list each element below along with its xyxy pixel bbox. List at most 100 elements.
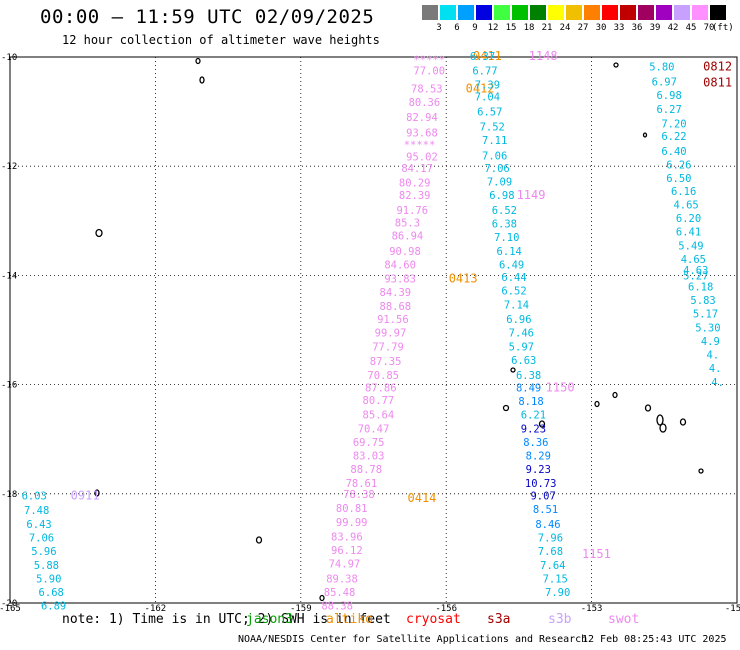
island-outline <box>94 489 100 497</box>
wave-height-value: 7.39 <box>475 79 500 91</box>
island-outline <box>502 404 510 412</box>
wave-height-value: 96.12 <box>331 545 363 557</box>
island-outline <box>642 132 648 138</box>
lon-tick-label: -165 <box>0 604 21 614</box>
wave-height-value: 8.49 <box>516 382 541 394</box>
wave-height-value: 6.63 <box>511 355 536 367</box>
agency-credit: NOAA/NESDIS Center for Satellite Applica… <box>238 634 588 645</box>
wave-height-value: 4. <box>706 350 719 362</box>
pass-time-label: 0411 <box>473 49 502 63</box>
generation-timestamp: 12 Feb 08:25:43 UTC 2025 <box>582 634 727 645</box>
pass-time-label: 1148 <box>529 49 558 63</box>
wave-height-value: 6.57 <box>477 107 502 119</box>
scale-swatch <box>440 5 456 20</box>
island-outline <box>319 594 325 602</box>
wave-height-value: 7.96 <box>538 532 563 544</box>
wave-height-value: 6.89 <box>41 601 66 613</box>
wave-height-value: 7.68 <box>538 546 563 558</box>
wave-height-value: 99.99 <box>336 517 368 529</box>
wave-height-value: 87.86 <box>365 382 397 394</box>
wave-height-value: 6.43 <box>26 519 51 531</box>
lon-tick-label: -15 <box>725 604 740 614</box>
scale-label: 33 <box>613 23 625 33</box>
island-outline <box>613 62 619 68</box>
island-outlines <box>94 57 704 602</box>
wave-height-value: 7.09 <box>487 176 512 188</box>
wave-height-value: 84.60 <box>384 259 416 271</box>
scale-label: 70 <box>703 23 715 33</box>
island-outline <box>612 391 618 399</box>
lat-tick-label: -14 <box>1 271 17 281</box>
wave-height-value: 4.65 <box>673 199 698 211</box>
scale-label: 3 <box>436 23 442 33</box>
scale-swatch <box>584 5 600 20</box>
wave-height-value: 7.48 <box>24 505 49 517</box>
wave-height-value: 84.17 <box>401 163 433 175</box>
wave-height-value: 7.46 <box>509 328 534 340</box>
wave-height-value: 7.06 <box>29 532 54 544</box>
scale-swatch <box>548 5 564 20</box>
wave-height-value: 99.97 <box>375 328 407 340</box>
wave-height-value: 6.14 <box>497 246 522 258</box>
satellite-legend-s3a: s3a <box>487 612 511 627</box>
wave-height-value: 88.78 <box>350 464 382 476</box>
wave-height-value: 6.49 <box>499 259 524 271</box>
island-outline <box>679 418 687 426</box>
pass-time-label: 0811 <box>703 76 732 90</box>
pass-time-label: 0414 <box>408 491 437 505</box>
wave-height-value: 4. <box>709 363 722 375</box>
wave-height-value: 5.90 <box>36 573 61 585</box>
wave-height-value: 7.10 <box>494 232 519 244</box>
footer-note-row: note: 1) Time is in UTC; 2) SWH is in fe… <box>62 612 639 627</box>
satellite-legend-s3b: s3b <box>548 612 572 627</box>
wave-height-value: 4.65 <box>681 254 706 266</box>
wave-height-value: 7.64 <box>540 560 565 572</box>
wave-height-value: 6.40 <box>661 146 686 158</box>
wave-height-value: 6.77 <box>472 66 497 78</box>
footer-note: note: 1) Time is in UTC; 2) SWH is in fe… <box>62 612 391 627</box>
wave-height-value: 5.30 <box>695 322 720 334</box>
wave-height-value: 78.38 <box>343 489 375 501</box>
wave-height-value: 5.96 <box>31 546 56 558</box>
wave-height-value: 5.49 <box>678 240 703 252</box>
wave-height-value: 5.97 <box>509 341 534 353</box>
pass-time-label: 1149 <box>517 188 546 202</box>
scale-label: 45 <box>685 23 697 33</box>
wave-height-value: 74.97 <box>329 559 361 571</box>
wave-height-value: 9.07 <box>530 490 555 502</box>
wave-height-value: 80.77 <box>363 395 395 407</box>
wave-height-value: 85.3 <box>395 217 420 229</box>
scale-swatch <box>458 5 474 20</box>
wave-height-value: 5.83 <box>690 295 715 307</box>
scale-swatch <box>566 5 582 20</box>
wave-height-value: 6.68 <box>39 587 64 599</box>
satellite-legend-swot: swot <box>608 612 640 627</box>
lat-tick-label: -10 <box>1 53 17 63</box>
scale-label: 39 <box>649 23 661 33</box>
scale-label: 12 <box>487 23 499 33</box>
pass-time-label: 0412 <box>466 82 495 96</box>
scale-label: 27 <box>577 23 589 33</box>
wave-height-value: 82.94 <box>406 112 438 124</box>
page-title: 00:00 – 11:59 UTC 02/09/2025 <box>40 6 375 28</box>
scale-label: 24 <box>559 23 571 33</box>
wave-height-value: 83.96 <box>331 531 363 543</box>
scale-label: 9 <box>472 23 478 33</box>
pass-time-label: 0911 <box>71 488 100 502</box>
wave-height-value: 95.02 <box>406 151 438 163</box>
lon-tick-label: -159 <box>290 604 312 614</box>
wave-height-value: 6.37 <box>470 51 495 63</box>
wave-height-value: 91.56 <box>377 314 409 326</box>
wave-height-value: 4.9 <box>701 336 720 348</box>
wave-height-value: 80.36 <box>409 97 441 109</box>
scale-swatch <box>530 5 546 20</box>
lat-tick-label: -20 <box>1 599 17 609</box>
scale-label: 21 <box>541 23 553 33</box>
scale-swatch <box>476 5 492 20</box>
lat-tick-label: -16 <box>1 381 17 391</box>
wave-height-value: 88.68 <box>380 301 412 313</box>
scale-swatch <box>602 5 618 20</box>
wave-height-value: 90.98 <box>389 246 421 258</box>
map-frame <box>9 56 738 604</box>
satellite-legend-altiko: altiko <box>326 612 373 627</box>
